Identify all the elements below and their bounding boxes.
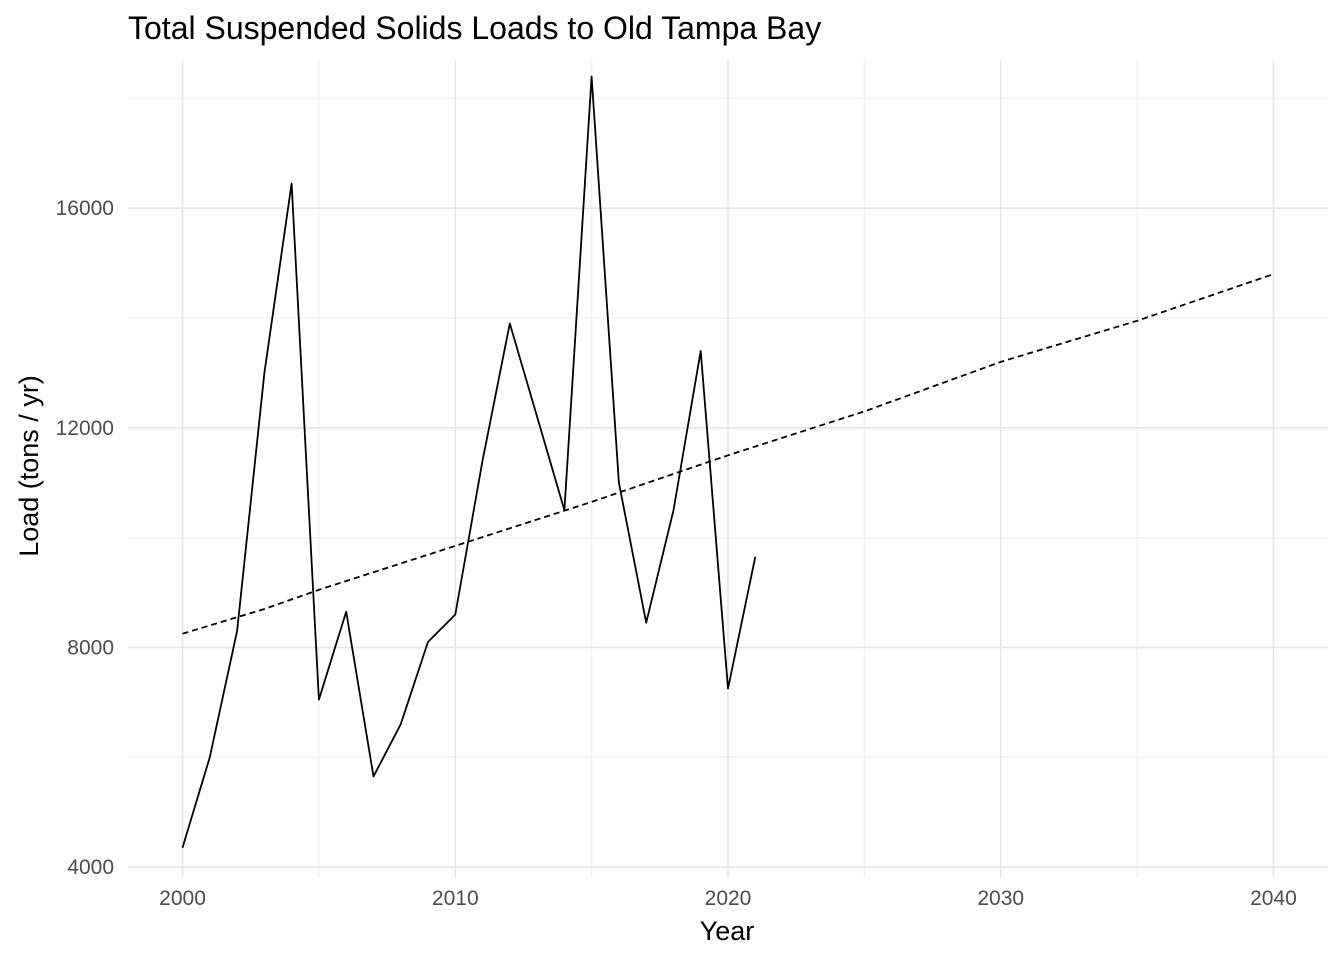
x-tick-label: 2020	[705, 887, 752, 910]
x-tick-label: 2010	[432, 887, 479, 910]
load-series-line	[181, 75, 757, 849]
y-tick-label: 8000	[67, 636, 114, 659]
chart-title: Total Suspended Solids Loads to Old Tamp…	[128, 10, 822, 46]
x-tick-label: 2040	[1250, 887, 1297, 910]
trend-line-dashed	[182, 273, 1274, 635]
series-layer	[181, 75, 1274, 849]
x-tick-label: 2000	[159, 887, 206, 910]
y-tick-label: 12000	[56, 417, 114, 440]
y-tick-labels: 4000 8000 12000 16000	[56, 197, 114, 879]
x-axis-label: Year	[700, 916, 755, 946]
y-tick-label: 4000	[67, 856, 114, 879]
y-tick-label: 16000	[56, 197, 114, 220]
major-gridlines	[128, 60, 1328, 878]
x-tick-label: 2030	[977, 887, 1024, 910]
y-axis-label: Load (tons / yr)	[14, 375, 44, 557]
x-tick-labels: 2000 2010 2020 2030 2040	[159, 887, 1297, 910]
